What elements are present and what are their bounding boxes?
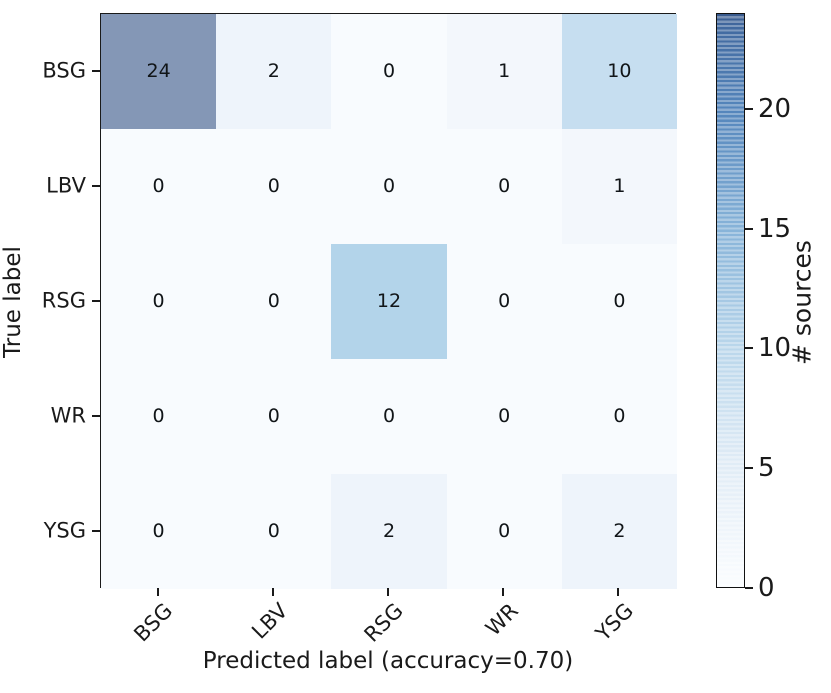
matrix-cell: 1 [446,14,562,129]
colorbar-tick-label: 5 [758,453,775,484]
matrix-cell-value: 0 [152,290,165,312]
x-tick-label: WR [480,598,523,641]
matrix-cell-value: 0 [152,175,165,197]
y-tick-label: WR [50,403,86,427]
matrix-cell: 0 [101,359,217,474]
colorbar-tick-mark [745,107,753,110]
colorbar-tick-mark [745,227,753,230]
matrix-cell: 0 [101,474,217,589]
matrix-cell: 0 [101,129,217,244]
matrix-cell-value: 2 [382,520,396,542]
y-tick-label: YSG [43,518,86,542]
matrix-cell: 1 [561,129,677,244]
matrix-cell: 0 [561,244,677,359]
y-tick-label: BSG [42,58,86,82]
matrix-cell: 2 [561,474,677,589]
matrix-cell-value: 0 [267,405,280,427]
matrix-cell: 0 [331,14,447,129]
matrix-cell: 12 [331,244,447,359]
matrix-cell: 0 [216,359,332,474]
matrix-cell-value: 0 [267,175,280,197]
matrix-cell: 0 [446,359,562,474]
matrix-cell: 0 [561,359,677,474]
matrix-cell-value: 0 [152,405,165,427]
matrix-cell-value: 0 [382,405,396,427]
matrix-cell-value: 0 [267,290,280,312]
y-tick-label: LBV [46,173,86,197]
matrix-cell-value: 0 [267,520,280,542]
matrix-cell: 0 [331,359,447,474]
matrix-cell: 10 [561,14,677,129]
matrix-cell-value: 0 [498,405,511,427]
colorbar-gradient [716,13,745,588]
y-tick-mark [92,69,100,72]
colorbar-tick-label: 20 [758,93,792,124]
y-tick-mark [92,414,100,417]
x-tick-mark [502,588,505,596]
matrix-cell-value: 12 [376,290,402,312]
matrix-cell-value: 1 [498,60,511,82]
matrix-cell-value: 0 [498,520,511,542]
x-tick-label: BSG [129,598,178,647]
y-tick-mark [92,529,100,532]
matrix-cell: 0 [446,244,562,359]
matrix-cell-value: 0 [498,175,511,197]
matrix-cell: 2 [216,14,332,129]
x-tick-mark [387,588,389,596]
x-axis-title: Predicted label (accuracy=0.70) [202,648,574,674]
matrix-cell: 0 [446,474,562,589]
y-axis-title: True label [0,246,26,358]
heatmap-plot-area: 24 2 0 1 10 0 0 0 0 1 0 0 12 0 0 0 0 0 0 0 0 0 2 0 2 [100,13,677,589]
x-tick-label: RSG [359,598,408,647]
colorbar-tick-label: 10 [758,333,792,364]
x-tick-mark [617,588,620,596]
matrix-cell-value: 0 [613,290,626,312]
colorbar-tick-mark [745,587,753,589]
matrix-cell-value: 2 [613,520,626,542]
matrix-cell: 2 [331,474,447,589]
x-tick-mark [156,588,159,596]
matrix-cell-value: 1 [613,175,626,197]
matrix-cell-value: 2 [267,60,280,82]
x-tick-label: YSG [590,598,638,646]
colorbar-title: # sources [787,240,817,365]
matrix-cell: 24 [101,14,217,129]
matrix-cell: 0 [446,129,562,244]
y-tick-mark [92,299,100,302]
matrix-cell-value: 0 [382,175,396,197]
matrix-cell-value: 0 [498,290,511,312]
y-tick-label: RSG [41,288,86,312]
x-tick-mark [271,588,274,596]
colorbar-tick-label: 15 [758,213,792,244]
matrix-cell: 0 [331,129,447,244]
matrix-cell: 0 [101,244,217,359]
colorbar-tick-label: 0 [758,573,775,603]
matrix-cell: 0 [216,129,332,244]
matrix-cell-value: 0 [613,405,626,427]
matrix-cell-value: 0 [152,520,165,542]
colorbar-tick-mark [745,467,753,470]
matrix-cell-value: 10 [607,60,632,82]
matrix-cell-value: 24 [146,60,171,82]
matrix-cell-value: 0 [382,60,396,82]
x-tick-label: LBV [247,598,293,644]
colorbar-tick-mark [745,347,753,350]
matrix-cell: 0 [216,244,332,359]
matrix-cell: 0 [216,474,332,589]
y-tick-mark [92,184,100,187]
